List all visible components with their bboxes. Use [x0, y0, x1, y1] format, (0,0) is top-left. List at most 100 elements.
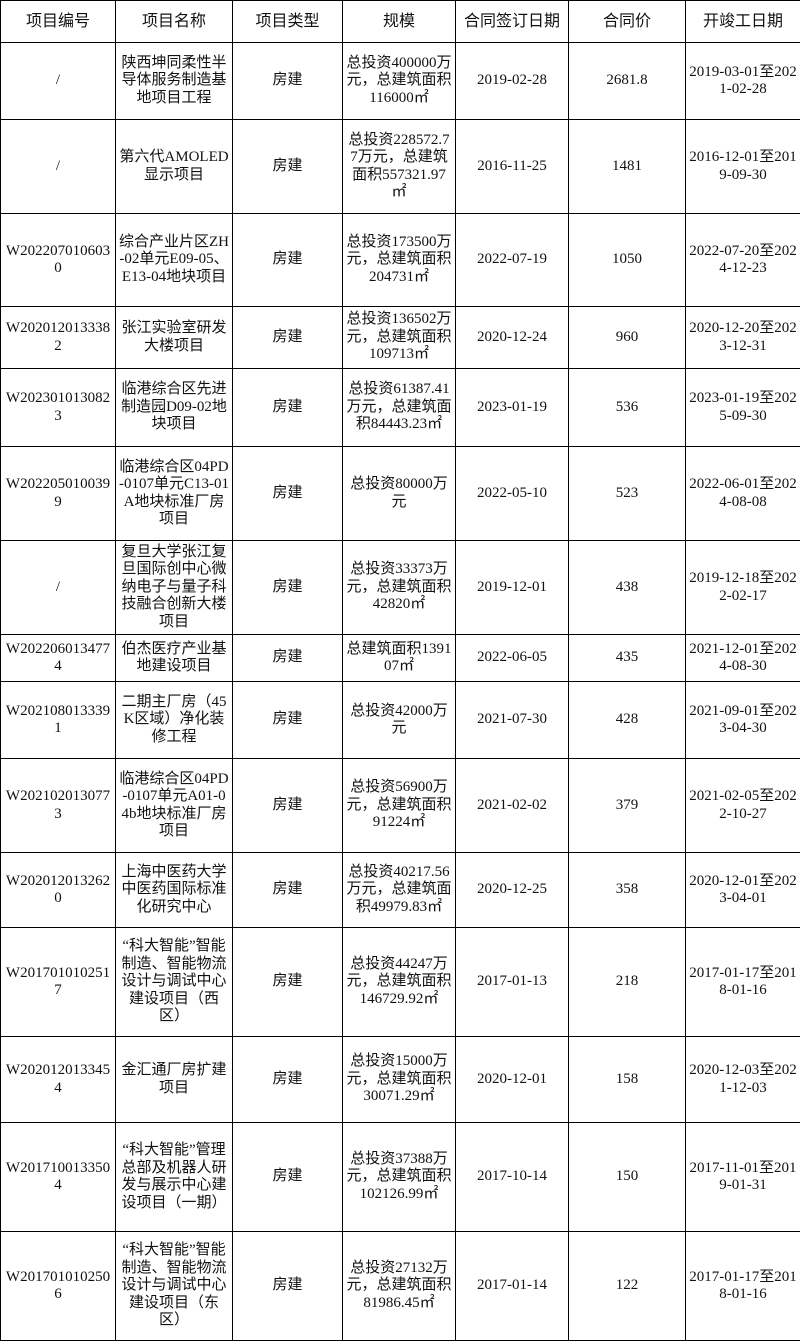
scale-cell: 总投资61387.41万元，总建筑面积84443.23㎡ [342, 368, 456, 447]
contract-date-cell: 2019-12-01 [455, 540, 569, 635]
project-name-cell: 综合产业片区ZH-02单元E09-05、E13-04地块项目 [115, 213, 233, 307]
project-id-cell: W2017100133504 [0, 1122, 116, 1232]
contract-price-cell: 438 [568, 540, 686, 635]
scale-cell: 总投资42000万元 [342, 681, 456, 759]
project-name-cell: 陕西坤同柔性半导体服务制造基地项目工程 [115, 42, 233, 120]
contract-price-cell: 358 [568, 852, 686, 928]
project-type-cell: 房建 [232, 213, 343, 307]
start-end-date-cell: 2022-06-01至2024-08-08 [685, 446, 800, 541]
project-id-cell: W2022070106030 [0, 213, 116, 307]
table-row: / 陕西坤同柔性半导体服务制造基地项目工程 房建 总投资400000万元，总建筑面积1… [0, 42, 800, 120]
contract-date-cell: 2017-01-13 [455, 927, 569, 1037]
contract-date-cell: 2019-02-28 [455, 42, 569, 120]
project-id-cell: W2022060134774 [0, 634, 116, 682]
project-name-cell: 临港综合区先进制造园D09-02地块项目 [115, 368, 233, 447]
start-end-date-cell: 2019-12-18至2022-02-17 [685, 540, 800, 635]
contract-date-cell: 2022-05-10 [455, 446, 569, 541]
project-type-cell: 房建 [232, 634, 343, 682]
header-project-name: 项目名称 [115, 0, 233, 43]
start-end-date-cell: 2020-12-20至2023-12-31 [685, 306, 800, 369]
project-name-cell: 二期主厂房（45K区域）净化装修工程 [115, 681, 233, 759]
table-row: W2022050100399 临港综合区04PD-0107单元C13-01A地块标… [0, 446, 800, 541]
project-name-cell: 上海中医药大学中医药国际标准化研究中心 [115, 852, 233, 928]
project-type-cell: 房建 [232, 681, 343, 759]
contract-price-cell: 523 [568, 446, 686, 541]
start-end-date-cell: 2017-11-01至2019-01-31 [685, 1122, 800, 1232]
contract-date-cell: 2017-10-14 [455, 1122, 569, 1232]
contract-date-cell: 2021-07-30 [455, 681, 569, 759]
contract-price-cell: 158 [568, 1036, 686, 1123]
table-row: W2023010130823 临港综合区先进制造园D09-02地块项目 房建 总投资6… [0, 368, 800, 447]
project-id-cell: W2017010102506 [0, 1231, 116, 1341]
contract-price-cell: 1050 [568, 213, 686, 307]
project-type-cell: 房建 [232, 42, 343, 120]
contract-date-cell: 2022-06-05 [455, 634, 569, 682]
table-row: W2020120133454 金汇通厂房扩建项目 房建 总投资15000万元，总建筑面… [0, 1036, 800, 1123]
project-name-cell: “科大智能”智能制造、智能物流设计与调试中心建设项目（东区） [115, 1231, 233, 1341]
scale-cell: 总投资56900万元，总建筑面积91224㎡ [342, 758, 456, 853]
project-type-cell: 房建 [232, 758, 343, 853]
contract-date-cell: 2016-11-25 [455, 119, 569, 214]
contract-date-cell: 2021-02-02 [455, 758, 569, 853]
start-end-date-cell: 2020-12-01至2023-04-01 [685, 852, 800, 928]
project-id-cell: W2021020130773 [0, 758, 116, 853]
contract-date-cell: 2022-07-19 [455, 213, 569, 307]
project-name-cell: 金汇通厂房扩建项目 [115, 1036, 233, 1123]
scale-cell: 总投资80000万元 [342, 446, 456, 541]
scale-cell: 总建筑面积139107㎡ [342, 634, 456, 682]
table-row: W2021020130773 临港综合区04PD-0107单元A01-04b地块标… [0, 758, 800, 853]
project-name-cell: 临港综合区04PD-0107单元C13-01A地块标准厂房项目 [115, 446, 233, 541]
header-project-id: 项目编号 [0, 0, 116, 43]
scale-cell: 总投资27132万元，总建筑面积81986.45㎡ [342, 1231, 456, 1341]
start-end-date-cell: 2020-12-03至2021-12-03 [685, 1036, 800, 1123]
contract-price-cell: 536 [568, 368, 686, 447]
contract-price-cell: 960 [568, 306, 686, 369]
scale-cell: 总投资40217.56万元，总建筑面积49979.83㎡ [342, 852, 456, 928]
project-id-cell: W2020120133382 [0, 306, 116, 369]
project-id-cell: W2023010130823 [0, 368, 116, 447]
project-name-cell: 复旦大学张江复旦国际创中心微纳电子与量子科技融合创新大楼项目 [115, 540, 233, 635]
project-id-cell: / [0, 540, 116, 635]
contract-date-cell: 2020-12-24 [455, 306, 569, 369]
header-start-end-date: 开竣工日期 [685, 0, 800, 43]
project-type-cell: 房建 [232, 119, 343, 214]
start-end-date-cell: 2023-01-19至2025-09-30 [685, 368, 800, 447]
project-type-cell: 房建 [232, 927, 343, 1037]
table-row: / 复旦大学张江复旦国际创中心微纳电子与量子科技融合创新大楼项目 房建 总投资3337… [0, 540, 800, 635]
start-end-date-cell: 2021-02-05至2022-10-27 [685, 758, 800, 853]
contract-price-cell: 428 [568, 681, 686, 759]
table-row: W2020120133382 张江实验室研发大楼项目 房建 总投资136502万元，总… [0, 306, 800, 369]
table-row: W2020120132620 上海中医药大学中医药国际标准化研究中心 房建 总投资40… [0, 852, 800, 928]
scale-cell: 总投资44247万元，总建筑面积146729.92㎡ [342, 927, 456, 1037]
scale-cell: 总投资37388万元，总建筑面积102126.99㎡ [342, 1122, 456, 1232]
project-name-cell: 第六代AMOLED显示项目 [115, 119, 233, 214]
table-row: W2022060134774 伯杰医疗产业基地建设项目 房建 总建筑面积139107㎡… [0, 634, 800, 682]
project-type-cell: 房建 [232, 852, 343, 928]
contract-price-cell: 150 [568, 1122, 686, 1232]
contract-date-cell: 2017-01-14 [455, 1231, 569, 1341]
table-row: W2021080133391 二期主厂房（45K区域）净化装修工程 房建 总投资420… [0, 681, 800, 759]
project-name-cell: 伯杰医疗产业基地建设项目 [115, 634, 233, 682]
start-end-date-cell: 2017-01-17至2018-01-16 [685, 927, 800, 1037]
contract-price-cell: 2681.8 [568, 42, 686, 120]
contract-date-cell: 2023-01-19 [455, 368, 569, 447]
start-end-date-cell: 2019-03-01至2021-02-28 [685, 42, 800, 120]
project-type-cell: 房建 [232, 1036, 343, 1123]
scale-cell: 总投资400000万元，总建筑面积116000㎡ [342, 42, 456, 120]
contract-date-cell: 2020-12-25 [455, 852, 569, 928]
scale-cell: 总投资33373万元，总建筑面积42820㎡ [342, 540, 456, 635]
project-name-cell: “科大智能”智能制造、智能物流设计与调试中心建设项目（西区） [115, 927, 233, 1037]
table-row: W2017100133504 “科大智能”管理总部及机器人研发与展示中心建设项目（… [0, 1122, 800, 1232]
table-row: W2022070106030 综合产业片区ZH-02单元E09-05、E13-04… [0, 213, 800, 307]
header-contract-price: 合同价 [568, 0, 686, 43]
project-type-cell: 房建 [232, 1231, 343, 1341]
project-name-cell: 临港综合区04PD-0107单元A01-04b地块标准厂房项目 [115, 758, 233, 853]
scale-cell: 总投资173500万元，总建筑面积204731㎡ [342, 213, 456, 307]
project-id-cell: / [0, 42, 116, 120]
header-row: 项目编号 项目名称 项目类型 规模 合同签订日期 合同价 开竣工日期 [0, 0, 800, 43]
start-end-date-cell: 2022-07-20至2024-12-23 [685, 213, 800, 307]
contract-price-cell: 218 [568, 927, 686, 1037]
contract-price-cell: 435 [568, 634, 686, 682]
start-end-date-cell: 2021-12-01至2024-08-30 [685, 634, 800, 682]
